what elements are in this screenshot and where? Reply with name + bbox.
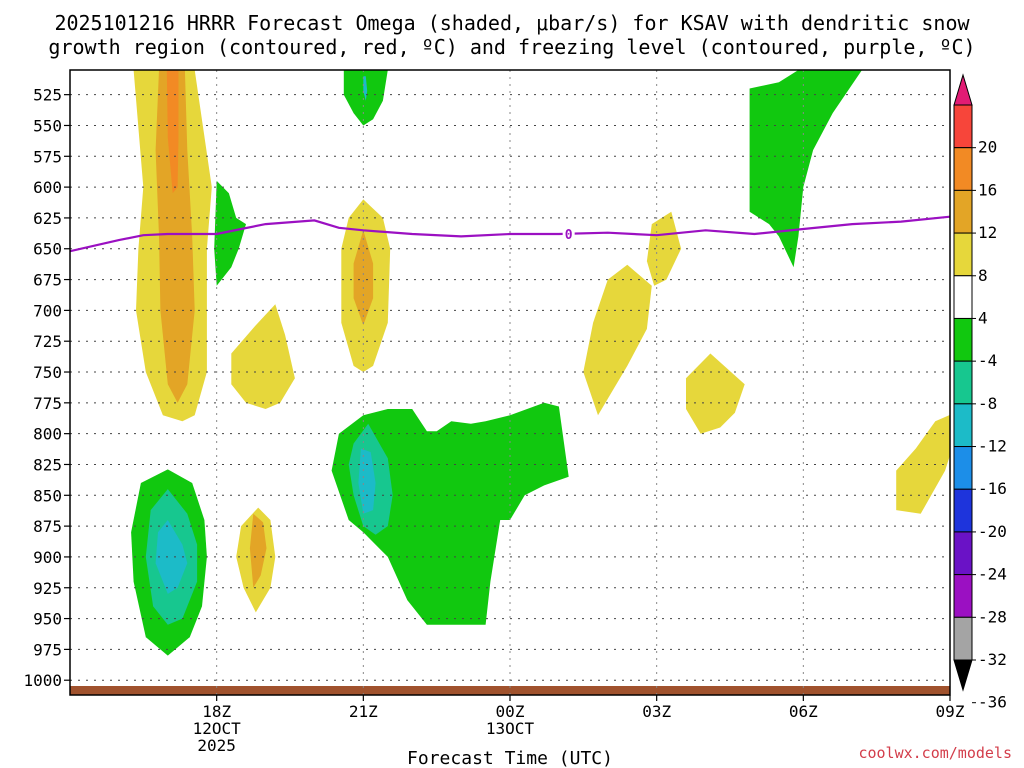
omega-region-upward-blob-09z xyxy=(896,414,950,514)
colorbar-swatch xyxy=(953,275,973,319)
omega-region-downward-lowlevel-left-inner xyxy=(155,520,188,594)
colorbar-label: 8 xyxy=(978,266,988,285)
x-tick-label: 06Z xyxy=(789,702,818,721)
y-tick-label: 875 xyxy=(33,517,62,536)
x-tick-label: 18Z xyxy=(202,702,231,721)
freezing-level-label: 0 xyxy=(565,228,573,243)
y-tick-label: 900 xyxy=(33,548,62,567)
chart-title-line1: 2025101216 HRRR Forecast Omega (shaded, … xyxy=(54,11,970,35)
colorbar-label: -8 xyxy=(978,394,997,413)
y-tick-label: 800 xyxy=(33,425,62,444)
colorbar-swatch xyxy=(953,232,973,277)
y-tick-label: 775 xyxy=(33,394,62,413)
omega-region-upward-blob-19z xyxy=(231,304,295,409)
colorbar-label: -4 xyxy=(978,351,997,370)
y-tick-label: 525 xyxy=(33,86,62,105)
omega-region-upward-blob-0430z xyxy=(686,353,745,434)
terrain-surface xyxy=(70,686,950,695)
colorbar-swatch xyxy=(953,403,973,448)
colorbar-label: 12 xyxy=(978,223,997,242)
colorbar-bottom-arrow xyxy=(953,659,973,692)
y-tick-label: 1000 xyxy=(23,671,62,690)
credit-text: coolwx.com/models xyxy=(858,744,1012,762)
colorbar-label: 16 xyxy=(978,180,997,199)
x-tick-label: 03Z xyxy=(642,702,671,721)
y-tick-label: 825 xyxy=(33,455,62,474)
y-tick-label: 675 xyxy=(33,271,62,290)
x-tick-label: 13OCT xyxy=(486,719,535,738)
omega-region-upward-core-12 xyxy=(155,70,195,403)
chart-title-line2: growth region (contoured, red, ºC) and f… xyxy=(48,35,975,59)
colorbar-label: -32 xyxy=(978,650,1007,669)
freezing-level-line xyxy=(70,215,950,253)
freezing-level-contour: 0 xyxy=(70,215,950,253)
colorbar-label: -24 xyxy=(978,565,1007,584)
y-tick-label: 700 xyxy=(33,301,62,320)
freezing-label-bg xyxy=(562,226,575,241)
colorbar-swatch xyxy=(953,616,973,661)
y-axis-ticks: 525 550 575 600 625 650 675 700 725 750 775 800 825 8… xyxy=(23,86,70,690)
y-tick-label: 975 xyxy=(33,640,62,659)
y-tick-label: 575 xyxy=(33,147,62,166)
colorbar-label: 20 xyxy=(978,138,997,157)
y-tick-label: 750 xyxy=(33,363,62,382)
colorbar-swatch xyxy=(953,189,973,234)
grid-lines xyxy=(70,70,951,695)
y-tick-label: 625 xyxy=(33,209,62,228)
colorbar-swatch xyxy=(953,360,973,405)
x-tick-label: 00Z xyxy=(496,702,525,721)
colorbar-label: 4 xyxy=(978,308,988,327)
omega-region-downward-lowlevel-mid xyxy=(331,402,569,625)
colorbar-label: -20 xyxy=(978,522,1007,541)
x-tick-label: 2025 xyxy=(197,736,236,755)
colorbar-label: -28 xyxy=(978,607,1007,626)
omega-region-downward-upper-05z xyxy=(749,70,862,268)
x-tick-label: 12OCT xyxy=(193,719,242,738)
y-tick-label: 850 xyxy=(33,486,62,505)
omega-region-upward-core-16 xyxy=(166,70,179,194)
colorbar-swatch xyxy=(953,104,973,149)
y-tick-label: 950 xyxy=(33,610,62,629)
y-tick-label: 925 xyxy=(33,579,62,598)
omega-region-upward-blob-1830z-core xyxy=(249,513,267,588)
omega-shaded-regions xyxy=(126,70,950,656)
omega-region-downward-small-18z xyxy=(214,180,246,286)
terrain-strip xyxy=(70,686,950,695)
colorbar-swatch xyxy=(953,574,973,618)
colorbar-top-arrow xyxy=(953,73,973,106)
colorbar-label: -16 xyxy=(978,479,1007,498)
colorbar-swatch xyxy=(953,531,973,576)
x-tick-label: 21Z xyxy=(349,702,378,721)
x-tick-label: 09Z xyxy=(936,702,965,721)
y-tick-label: 600 xyxy=(33,178,62,197)
omega-region-downward-lowlevel-mid-inner xyxy=(358,448,376,514)
colorbar-swatch xyxy=(953,317,973,362)
omega-region-upward-column-21z-core xyxy=(353,230,374,326)
colorbar: 20 16 12 8 4 -4 -8 -12 -16 -20 -24 -28 -32 -36 xyxy=(953,73,1007,712)
colorbar-label: -36 xyxy=(978,693,1007,712)
y-tick-label: 725 xyxy=(33,332,62,351)
colorbar-swatch xyxy=(953,488,973,533)
omega-region-upward-streak-02z xyxy=(583,264,652,416)
colorbar-label: -12 xyxy=(978,437,1007,456)
colorbar-swatch xyxy=(953,147,973,191)
y-tick-label: 550 xyxy=(33,116,62,135)
x-axis-label: Forecast Time (UTC) xyxy=(407,748,613,768)
y-tick-label: 650 xyxy=(33,240,62,259)
colorbar-swatch xyxy=(953,446,973,490)
omega-region-upward-streak-03z xyxy=(646,211,682,286)
